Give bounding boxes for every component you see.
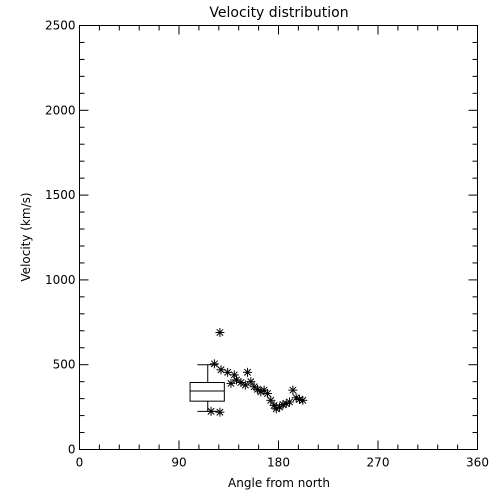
data-point: [209, 359, 219, 369]
y-tick-label: 1000: [45, 273, 76, 287]
x-tick-label: 0: [76, 456, 84, 470]
data-point: [246, 377, 256, 387]
x-axis-label: Angle from north: [228, 476, 330, 490]
y-tick-label: 2500: [45, 19, 76, 33]
x-tick-label: 360: [466, 456, 489, 470]
chart-title: Velocity distribution: [209, 5, 348, 21]
data-point: [215, 407, 225, 417]
x-tick-label: 270: [367, 456, 390, 470]
y-tick-label: 500: [53, 358, 76, 372]
data-point: [243, 367, 253, 377]
data-point: [262, 389, 272, 399]
data-point: [223, 367, 233, 377]
x-tick-label: 180: [267, 456, 290, 470]
data-point: [226, 378, 236, 388]
data-point: [240, 380, 250, 390]
data-point: [298, 395, 308, 405]
data-point: [215, 327, 225, 337]
data-point: [206, 406, 216, 416]
data-point: [285, 397, 295, 407]
y-axis-label: Velocity (km/s): [19, 192, 33, 281]
data-point: [266, 395, 276, 405]
axes: 0 90 180 270 360 0 500 1000 1500 2000 2500: [45, 19, 489, 470]
y-tick-label: 0: [68, 443, 76, 457]
box-iqr: [189, 382, 225, 402]
data-points: [206, 327, 308, 417]
y-tick-label: 2000: [45, 103, 76, 117]
data-point: [216, 365, 226, 375]
y-tick-label: 1500: [45, 188, 76, 202]
x-tick-label: 90: [171, 456, 186, 470]
data-point: [288, 385, 298, 395]
plot-frame: [79, 25, 478, 450]
